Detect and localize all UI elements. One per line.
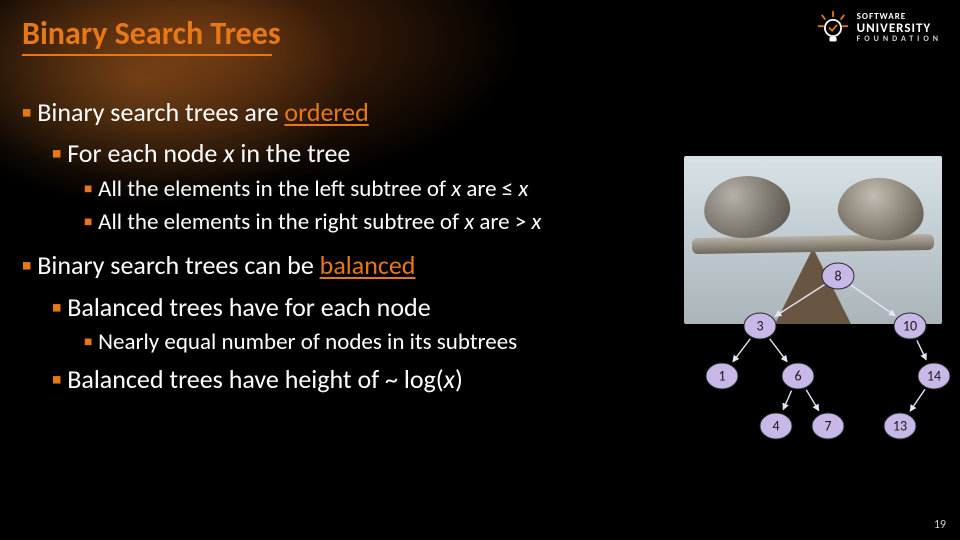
text: Nearly equal number of nodes in its subt…: [98, 328, 517, 356]
bullet-icon: ▪: [84, 175, 92, 203]
left-rock: [702, 173, 792, 241]
text: All the elements in the left subtree of: [98, 175, 451, 203]
svg-text:6: 6: [794, 367, 801, 384]
bullet-balanced: ▪Binary search trees can be balanced: [22, 249, 662, 282]
svg-text:8: 8: [834, 267, 841, 284]
text: are ≤: [461, 175, 518, 203]
bullet-left-subtree: ▪All the elements in the left subtree of…: [84, 175, 662, 204]
bullet-right-subtree: ▪All the elements in the right subtree o…: [84, 208, 662, 237]
link-balanced[interactable]: balanced: [320, 249, 416, 281]
logo-text: SOFTWARE UNIVERSITY FOUNDATION: [857, 12, 942, 43]
link-ordered[interactable]: ordered: [284, 96, 368, 128]
text: Balanced trees have for each node: [67, 291, 430, 323]
logo: SOFTWARE UNIVERSITY FOUNDATION: [815, 10, 942, 46]
text: For each node: [67, 137, 223, 169]
bullet-ordered: ▪Binary search trees are ordered: [22, 96, 662, 129]
text: are >: [474, 208, 531, 236]
text: All the elements in the right subtree of: [98, 208, 464, 236]
bullet-nearly-equal: ▪Nearly equal number of nodes in its sub…: [84, 328, 662, 357]
bullet-foreach: ▪For each node x in the tree: [52, 137, 662, 170]
slide-title: Binary Search Trees: [22, 14, 281, 53]
svg-text:13: 13: [893, 417, 907, 434]
var-x: x: [444, 363, 455, 395]
var-x: x: [223, 137, 234, 169]
title-underline: [22, 54, 272, 56]
bullet-icon: ▪: [22, 249, 31, 281]
svg-text:14: 14: [927, 367, 941, 384]
text: Binary search trees can be: [37, 249, 319, 281]
content-block: ▪Binary search trees are ordered ▪For ea…: [22, 96, 662, 401]
bullet-icon: ▪: [22, 96, 31, 128]
var-x: x: [518, 175, 528, 203]
logo-line3: FOUNDATION: [857, 35, 942, 43]
svg-text:7: 7: [824, 417, 831, 434]
svg-text:4: 4: [772, 417, 779, 434]
bullet-icon: ▪: [52, 137, 61, 169]
bullet-icon: ▪: [52, 291, 61, 323]
bst-diagram: 8 3 10 1 6 14 4 7 13: [678, 246, 954, 466]
var-x: x: [464, 208, 474, 236]
bullet-icon: ▪: [84, 328, 92, 356]
text: ): [455, 363, 463, 395]
bullet-icon: ▪: [84, 208, 92, 236]
logo-line2: UNIVERSITY: [857, 22, 942, 36]
var-x: x: [451, 175, 461, 203]
text: Binary search trees are: [37, 96, 284, 128]
var-x: x: [531, 208, 541, 236]
bullet-icon: ▪: [52, 363, 61, 395]
svg-text:10: 10: [903, 317, 917, 334]
text: in the tree: [235, 137, 351, 169]
bullet-height: ▪Balanced trees have height of ~ log(x): [52, 363, 662, 396]
svg-text:3: 3: [756, 317, 763, 334]
bullet-balanced-def: ▪Balanced trees have for each node: [52, 291, 662, 324]
page-number: 19: [934, 518, 946, 532]
text: Balanced trees have height of ~ log(: [67, 363, 443, 395]
svg-text:1: 1: [718, 367, 725, 384]
figure-block: 8 3 10 1 6 14 4 7 13: [684, 156, 942, 456]
lightbulb-icon: [815, 10, 851, 46]
